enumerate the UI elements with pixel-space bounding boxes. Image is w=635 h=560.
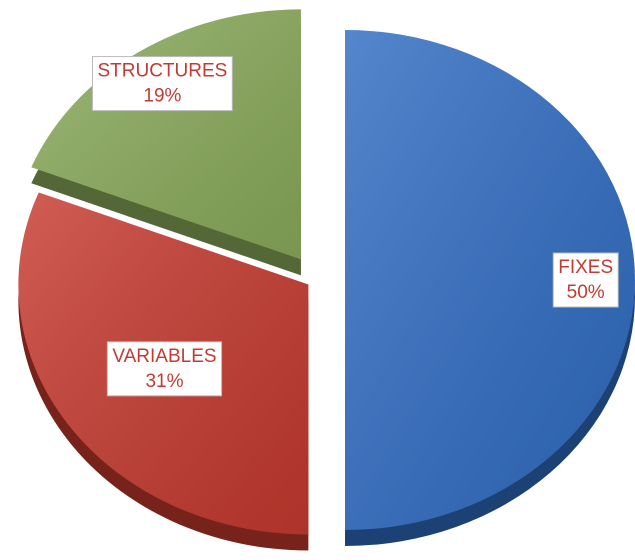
label-box xyxy=(106,341,223,397)
label-name: VARIABLES xyxy=(112,346,216,367)
label-name: FIXES xyxy=(558,257,613,278)
label-value: 19% xyxy=(143,86,181,107)
slice-shade xyxy=(31,9,301,260)
label-box xyxy=(91,56,233,112)
slice-label: FIXES 50% xyxy=(552,252,619,308)
label-name: STRUCTURES xyxy=(97,61,227,82)
label-box xyxy=(552,252,619,308)
label-value: 31% xyxy=(145,371,183,392)
label-value: 50% xyxy=(567,282,605,303)
slice-label: VARIABLES 31% xyxy=(106,341,223,397)
slice-label: STRUCTURES 19% xyxy=(91,56,233,112)
slice-shade xyxy=(345,30,635,530)
